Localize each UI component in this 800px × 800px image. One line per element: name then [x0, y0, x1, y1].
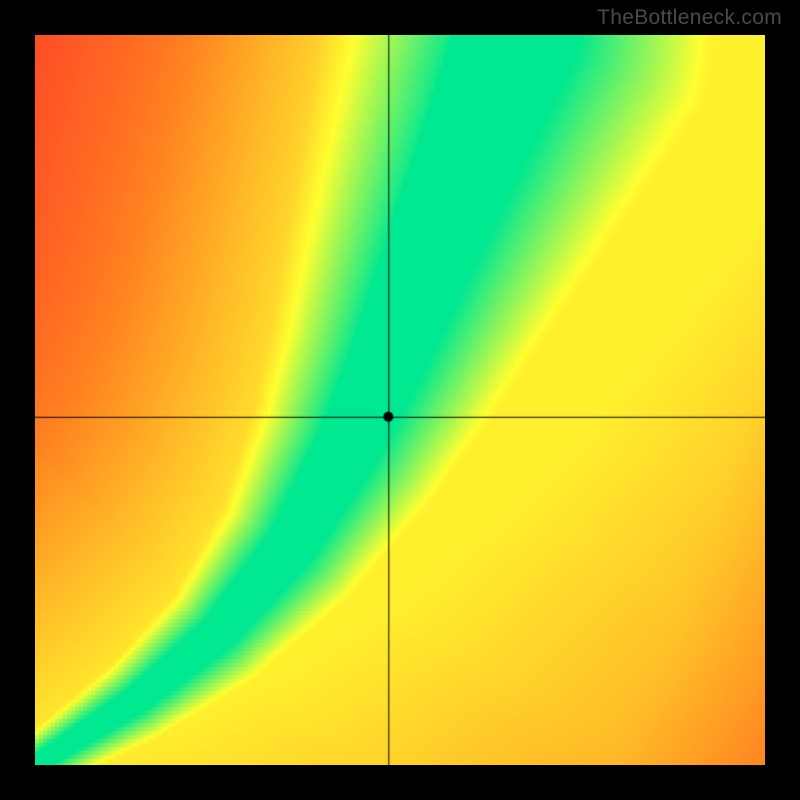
watermark-text: TheBottleneck.com	[597, 6, 782, 30]
heatmap-plot	[35, 35, 765, 765]
crosshair-overlay	[35, 35, 765, 765]
